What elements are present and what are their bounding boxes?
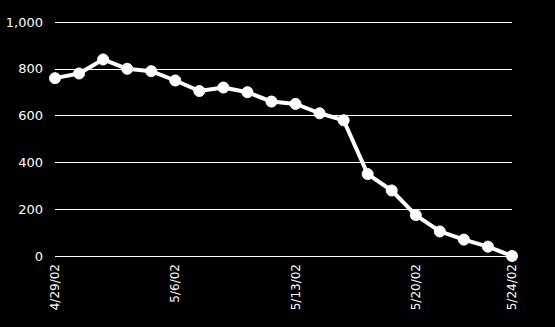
svg-text:5/6/02: 5/6/02 <box>168 264 182 303</box>
svg-text:200: 200 <box>18 202 43 217</box>
svg-text:0: 0 <box>35 249 43 264</box>
svg-text:800: 800 <box>18 61 43 76</box>
svg-text:4/29/02: 4/29/02 <box>48 264 62 310</box>
svg-text:5/20/02: 5/20/02 <box>409 264 423 310</box>
svg-text:5/24/02: 5/24/02 <box>505 264 519 310</box>
svg-text:600: 600 <box>18 108 43 123</box>
svg-text:5/13/02: 5/13/02 <box>289 264 303 310</box>
svg-text:1,000: 1,000 <box>6 15 43 30</box>
svg-text:400: 400 <box>18 155 43 170</box>
